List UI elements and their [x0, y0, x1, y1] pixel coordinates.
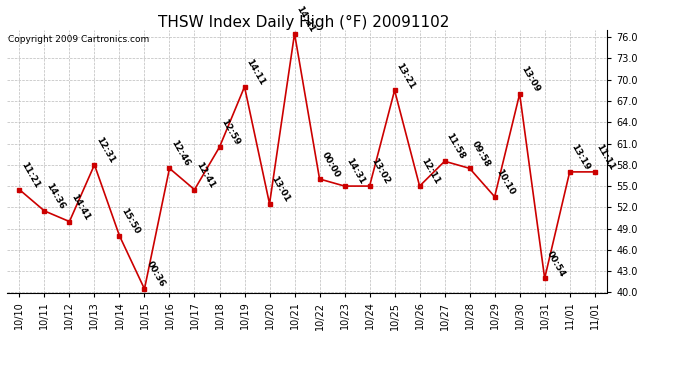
Text: 00:54: 00:54 [544, 249, 566, 278]
Text: 13:21: 13:21 [395, 61, 417, 90]
Text: 11:58: 11:58 [444, 132, 466, 161]
Text: 00:36: 00:36 [144, 260, 166, 289]
Text: 14:41: 14:41 [70, 192, 92, 222]
Text: 13:02: 13:02 [370, 157, 392, 186]
Text: 15:50: 15:50 [119, 207, 141, 236]
Text: 11:21: 11:21 [19, 160, 41, 190]
Text: Copyright 2009 Cartronics.com: Copyright 2009 Cartronics.com [8, 35, 149, 44]
Text: 13:09: 13:09 [520, 64, 542, 94]
Text: 13:19: 13:19 [570, 142, 592, 172]
Text: 14:11: 14:11 [244, 57, 267, 87]
Text: 12:11: 12:11 [420, 157, 442, 186]
Text: 14:31: 14:31 [344, 157, 367, 186]
Text: 13:01: 13:01 [270, 175, 292, 204]
Text: 14:31: 14:31 [295, 4, 317, 33]
Text: 09:58: 09:58 [470, 139, 492, 168]
Text: 12:59: 12:59 [219, 118, 242, 147]
Text: 00:00: 00:00 [319, 150, 342, 179]
Text: 12:41: 12:41 [195, 160, 217, 190]
Text: 12:46: 12:46 [170, 139, 192, 168]
Text: 12:31: 12:31 [95, 135, 117, 165]
Text: 11:11: 11:11 [595, 142, 617, 172]
Text: THSW Index Daily High (°F) 20091102: THSW Index Daily High (°F) 20091102 [158, 15, 449, 30]
Text: 14:36: 14:36 [44, 182, 67, 211]
Text: 10:10: 10:10 [495, 168, 517, 197]
